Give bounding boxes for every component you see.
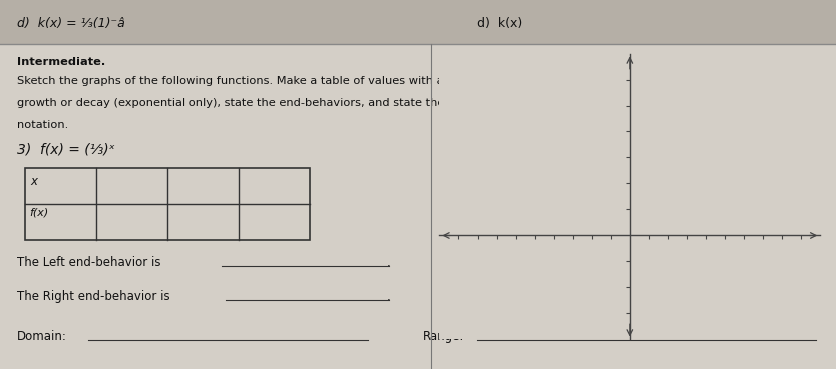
- Text: The Right end-behavior is: The Right end-behavior is: [17, 290, 169, 303]
- Text: d)  k(x): d) k(x): [477, 17, 522, 31]
- Text: Range:: Range:: [422, 330, 463, 343]
- Text: .: .: [386, 256, 390, 269]
- Text: Intermediate.: Intermediate.: [17, 57, 104, 67]
- Text: Sketch the graphs of the following functions. Make a table of values with at lea: Sketch the graphs of the following funct…: [17, 76, 622, 86]
- Text: d)  k(x) = ¹⁄₃(1)⁻â: d) k(x) = ¹⁄₃(1)⁻â: [17, 17, 125, 31]
- Text: .: .: [386, 290, 390, 303]
- Text: growth or decay (exponential only), state the end-behaviors, and state the domai: growth or decay (exponential only), stat…: [17, 98, 630, 108]
- Text: Domain:: Domain:: [17, 330, 67, 343]
- Text: 3)  f(x) = (¹⁄₃)ˣ: 3) f(x) = (¹⁄₃)ˣ: [17, 142, 115, 156]
- Text: f(x): f(x): [29, 207, 48, 218]
- Bar: [25, 168, 309, 240]
- Bar: [0, 0, 836, 44]
- Text: notation.: notation.: [17, 120, 68, 130]
- Text: x: x: [30, 175, 37, 187]
- Text: The Left end-behavior is: The Left end-behavior is: [17, 256, 160, 269]
